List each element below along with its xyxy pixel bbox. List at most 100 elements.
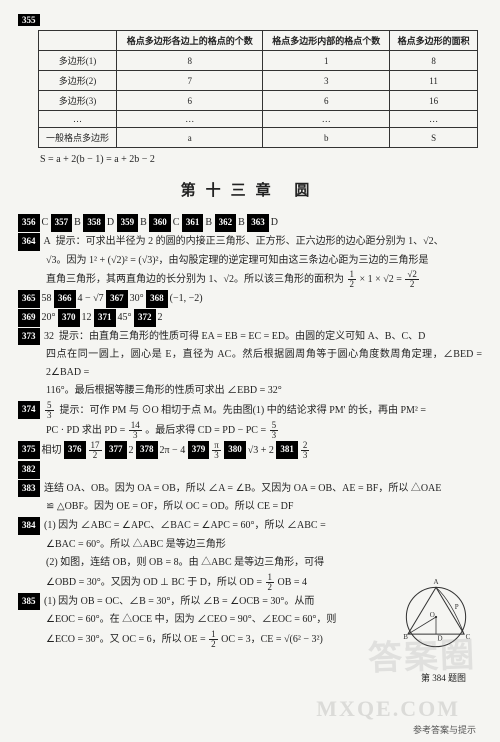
qnum-383: 383	[18, 480, 40, 498]
ans-370: 12	[82, 312, 95, 323]
a378: 2π − 4	[160, 445, 186, 456]
svg-text:D: D	[438, 634, 443, 642]
q385-l1: (1) 因为 OB = OC、∠B = 30°，所以 ∠B = ∠OCB = 3…	[44, 596, 314, 607]
chapter-title: 第十三章 圆	[18, 179, 482, 200]
table-cell: 7	[117, 71, 263, 91]
answers-row-1: 356C 357B 358D 359B 360C 361B 362B 363D	[18, 214, 482, 232]
qnum-364: 364	[18, 233, 40, 251]
q374-line2: PC · PD 求出 PD = 143 。最后求得 CD = PD − PC =…	[18, 421, 482, 440]
qnum-384: 384	[18, 517, 40, 535]
svg-text:P: P	[455, 603, 459, 611]
table-cell: 6	[117, 91, 263, 111]
frac-half-384: 12	[266, 573, 275, 592]
q384-l2: ∠BAC = 60°。所以 △ABC 是等边三角形	[18, 536, 482, 554]
qnum-379: 379	[188, 441, 210, 459]
qnum-377: 377	[105, 441, 127, 459]
q385-l4: OC = 3，CE = √(6² − 3²)	[221, 634, 323, 645]
qnum-381: 381	[276, 441, 298, 459]
table-cell: …	[39, 111, 117, 128]
qnum-375: 375	[18, 441, 40, 459]
table-cell: b	[263, 128, 390, 148]
qnum-374: 374	[18, 401, 40, 419]
formula-S: S = a + 2(b − 1) = a + 2b − 2	[40, 154, 482, 165]
q384-l3: (2) 如图，连结 OB，则 OB = 8。由 △ABC 是等边三角形，可得	[18, 554, 482, 572]
q384-l1: (1) 因为 ∠ABC = ∠APC、∠BAC = ∠APC = 60°，所以 …	[44, 520, 326, 531]
qnum-356: 356	[18, 214, 40, 232]
table-cell: 多边形(1)	[39, 51, 117, 71]
qnum-366: 366	[54, 290, 76, 308]
table-cell: 16	[390, 91, 478, 111]
q373-ans: 32	[44, 331, 54, 342]
table-cell: 8	[390, 51, 478, 71]
qnum-359: 359	[117, 214, 139, 232]
table-cell: 多边形(2)	[39, 71, 117, 91]
qnum-370: 370	[58, 309, 80, 327]
svg-text:B: B	[403, 633, 408, 641]
table-cell: …	[263, 111, 390, 128]
qnum-355: 355	[18, 14, 40, 26]
ans-357: B	[74, 217, 83, 228]
qnum-367: 367	[106, 290, 128, 308]
qnum-373: 373	[18, 328, 40, 346]
answers-row-3: 36920° 37012 37145° 3722	[18, 309, 482, 327]
q374-line1: 374 53 提示：可作 PM 与 ⊙O 相切于点 M。先由图(1) 中的结论求…	[18, 401, 482, 420]
ans-366: 4 − √7	[78, 293, 107, 304]
q373-l2: 四点在同一圆上，圆心是 E，直径为 AC。然后根据圆周角等于圆心角度数周角定理，…	[18, 346, 482, 381]
ans-356: C	[42, 217, 51, 228]
q364-line1: 364 A 提示：可求出半径为 2 的圆的内接正三角形、正方形、正六边形的边心距…	[18, 233, 482, 251]
table-cell: 6	[263, 91, 390, 111]
table-cell: …	[117, 111, 263, 128]
th-edge: 格点多边形各边上的格点的个数	[117, 31, 263, 51]
ans-362: B	[238, 217, 247, 228]
qnum-361: 361	[182, 214, 204, 232]
svg-text:C: C	[466, 633, 471, 641]
q383-line1: 383 连结 OA、OB。因为 OA = OB，所以 ∠A = ∠B。又因为 O…	[18, 480, 482, 498]
qnum-363: 363	[247, 214, 269, 232]
table-cell: a	[117, 128, 263, 148]
q384-line1: 384 (1) 因为 ∠ABC = ∠APC、∠BAC = ∠APC = 60°…	[18, 517, 482, 535]
table-cell: 一般格点多边形	[39, 128, 117, 148]
table-cell: S	[390, 128, 478, 148]
q382: 382	[18, 461, 482, 479]
qnum-380: 380	[224, 441, 246, 459]
ans-372: 2	[158, 312, 163, 323]
table-cell: …	[390, 111, 478, 128]
th-blank	[39, 31, 117, 51]
frac-sqrt2over2: √22	[405, 270, 418, 289]
q364-hint-c: 直角三角形，其两直角边的长分别为 1、√2。所以该三角形的面积为	[46, 274, 344, 285]
qnum-357: 357	[51, 214, 73, 232]
a377: 2	[129, 445, 134, 456]
qnum-365: 365	[18, 290, 40, 308]
watermark-url: MXQE.COM	[316, 696, 460, 722]
th-inner: 格点多边形内部的格点个数	[263, 31, 390, 51]
table-cell: 11	[390, 71, 478, 91]
ans-371: 45°	[118, 312, 135, 323]
ans-369: 20°	[42, 312, 59, 323]
qnum-360: 360	[149, 214, 171, 232]
qnum-372: 372	[134, 309, 156, 327]
frac-5over3b: 53	[270, 421, 279, 440]
q373-line1: 373 32 提示：由直角三角形的性质可得 EA = EB = EC = ED。…	[18, 328, 482, 346]
qnum-385: 385	[18, 593, 40, 611]
q364-ans: A	[43, 236, 50, 247]
th-area: 格点多边形的面积	[390, 31, 478, 51]
page-footer: 参考答案与提示	[413, 723, 476, 736]
q373-l3: 116°。最后根据等腰三角形的性质可求出 ∠EBD = 32°	[18, 382, 482, 400]
table-cell: 1	[263, 51, 390, 71]
qnum-369: 369	[18, 309, 40, 327]
qnum-362: 362	[215, 214, 237, 232]
a375: 相切	[42, 445, 62, 456]
geometry-figure-384: A B C D O P	[394, 578, 478, 656]
ans-365: 58	[42, 293, 55, 304]
answers-row-4: 375相切 376172 3772 3782π − 4 379π3 380√3 …	[18, 441, 482, 460]
table-cell: 3	[263, 71, 390, 91]
q383-l2: ≌ △OBF。因为 OE = OF，所以 OC = OD。所以 CE = DF	[18, 498, 482, 516]
figure-caption-384: 第 384 题图	[421, 671, 466, 684]
frac-piover3: π3	[212, 441, 221, 460]
a380: √3 + 2	[248, 445, 274, 456]
frac-2over3: 23	[301, 441, 310, 460]
frac-14over3: 143	[129, 421, 142, 440]
q364-hint-b: √3。因为 1² + (√2)² = (√3)²，由勾股定理的逆定理可知由这三条…	[18, 252, 482, 270]
ans-368: (−1, −2)	[170, 293, 203, 304]
qnum-368: 368	[146, 290, 168, 308]
